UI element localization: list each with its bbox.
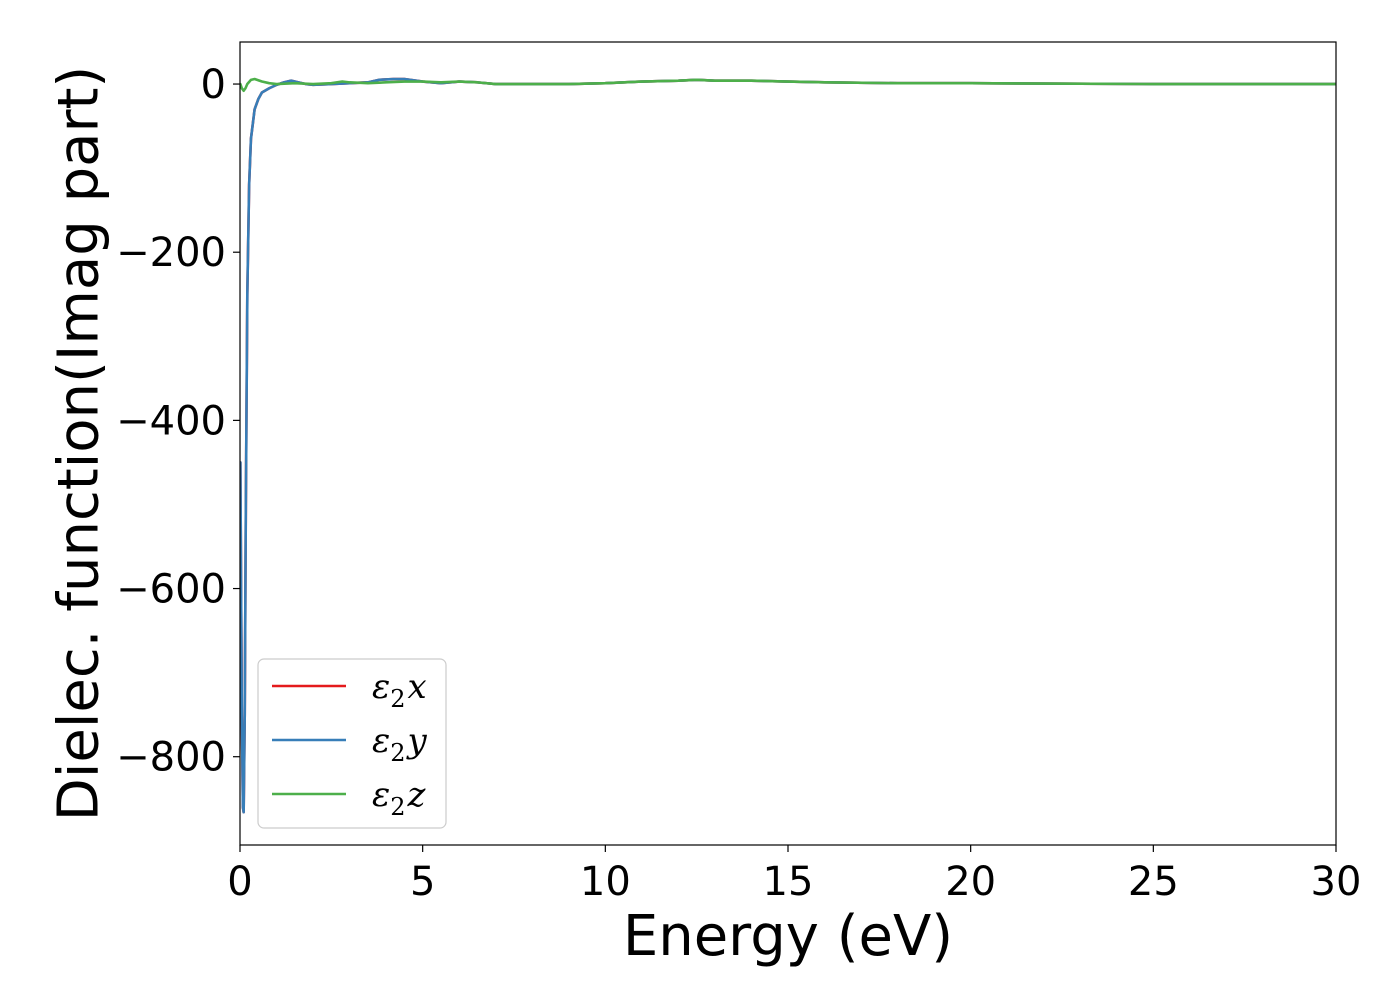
- legend-label-x: ε2x: [372, 667, 427, 713]
- series-line-z: [240, 77, 1336, 93]
- series-layer: [240, 77, 1336, 814]
- y-tick-label: −600: [116, 567, 226, 613]
- y-tick-label: −200: [116, 230, 226, 276]
- x-tick-label: 20: [945, 859, 996, 905]
- legend: ε2x ε2y ε2z: [257, 658, 447, 829]
- y-axis-label: Dielec. function(Imag part): [47, 66, 112, 822]
- legend-box: [257, 658, 447, 829]
- y-axis: 0 −200 −400 −600 −800: [116, 62, 240, 781]
- x-tick-label: 0: [227, 859, 252, 905]
- y-tick-label: −800: [116, 735, 226, 781]
- x-axis: 0 5 10 15 20 25 30: [227, 845, 1361, 905]
- x-tick-label: 15: [763, 859, 814, 905]
- x-axis-label: Energy (eV): [623, 904, 953, 969]
- y-tick-label: 0: [201, 62, 226, 108]
- x-tick-label: 30: [1311, 859, 1362, 905]
- legend-label-z: ε2z: [372, 775, 427, 821]
- x-tick-label: 5: [410, 859, 435, 905]
- x-tick-label: 10: [580, 859, 631, 905]
- y-tick-label: −400: [116, 398, 226, 444]
- legend-label-y: ε2y: [372, 721, 428, 767]
- x-tick-label: 25: [1128, 859, 1179, 905]
